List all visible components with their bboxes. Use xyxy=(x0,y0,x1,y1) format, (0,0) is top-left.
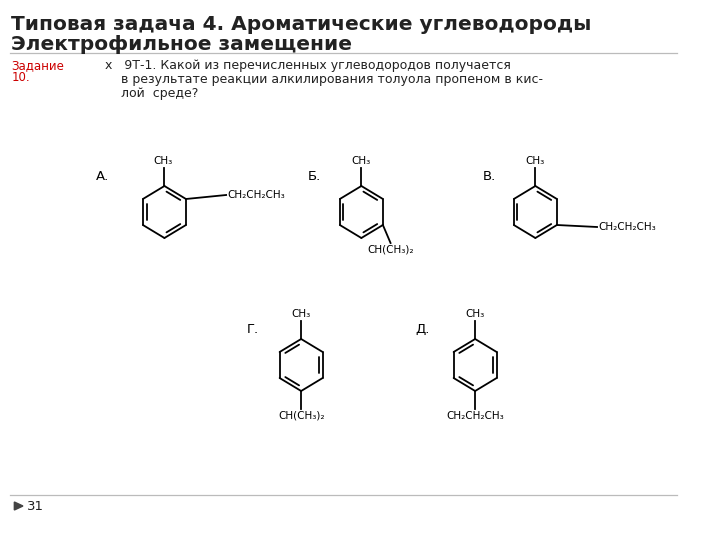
Text: Типовая задача 4. Ароматические углеводороды: Типовая задача 4. Ароматические углеводо… xyxy=(12,15,592,34)
Text: в результате реакции алкилирования толуола пропеном в кис-: в результате реакции алкилирования толуо… xyxy=(105,73,543,86)
Text: 31: 31 xyxy=(27,500,44,512)
Text: CH₂CH₂CH₃: CH₂CH₂CH₃ xyxy=(446,411,504,421)
Text: CH(CH₃)₂: CH(CH₃)₂ xyxy=(278,411,325,421)
Text: CH₃: CH₃ xyxy=(352,156,371,166)
Text: Электрофильное замещение: Электрофильное замещение xyxy=(12,35,353,54)
Text: x   9Т-1. Какой из перечисленных углеводородов получается: x 9Т-1. Какой из перечисленных углеводор… xyxy=(105,59,511,72)
Text: В.: В. xyxy=(483,170,496,183)
Text: Г.: Г. xyxy=(247,323,258,336)
Text: 10.: 10. xyxy=(12,71,30,84)
Text: CH₂CH₂CH₃: CH₂CH₂CH₃ xyxy=(227,190,285,200)
Text: Д.: Д. xyxy=(416,323,431,336)
Text: CH₃: CH₃ xyxy=(526,156,545,166)
Text: CH₃: CH₃ xyxy=(153,156,172,166)
Text: CH₃: CH₃ xyxy=(292,309,311,319)
Text: лой  среде?: лой среде? xyxy=(105,87,199,100)
Text: Б.: Б. xyxy=(308,170,321,183)
Text: А.: А. xyxy=(96,170,109,183)
Polygon shape xyxy=(14,502,23,510)
Text: CH₃: CH₃ xyxy=(466,309,485,319)
Text: Задание: Задание xyxy=(12,59,64,72)
Text: CH(CH₃)₂: CH(CH₃)₂ xyxy=(367,245,414,255)
Text: CH₂CH₂CH₃: CH₂CH₂CH₃ xyxy=(598,222,656,232)
